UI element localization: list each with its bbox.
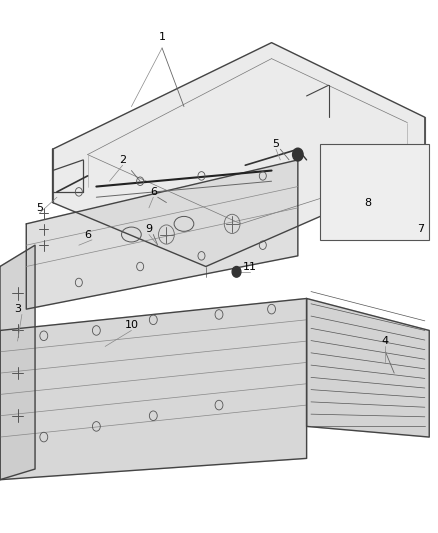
Text: 6: 6 <box>84 230 91 239</box>
Text: 2: 2 <box>119 155 126 165</box>
Bar <box>320 144 429 240</box>
Polygon shape <box>307 298 429 437</box>
Polygon shape <box>26 160 298 309</box>
Circle shape <box>293 148 303 161</box>
Polygon shape <box>53 43 425 266</box>
Text: 6: 6 <box>150 187 157 197</box>
Text: 8: 8 <box>364 198 371 207</box>
Polygon shape <box>0 245 35 480</box>
Text: 11: 11 <box>243 262 257 271</box>
Text: 1: 1 <box>159 33 166 42</box>
Text: 7: 7 <box>417 224 424 234</box>
Text: 10: 10 <box>124 320 138 330</box>
Text: 5: 5 <box>36 203 43 213</box>
Polygon shape <box>0 298 307 480</box>
Text: 9: 9 <box>145 224 152 234</box>
Text: 5: 5 <box>272 139 279 149</box>
Circle shape <box>232 266 241 277</box>
Text: 4: 4 <box>382 336 389 346</box>
Text: 3: 3 <box>14 304 21 314</box>
